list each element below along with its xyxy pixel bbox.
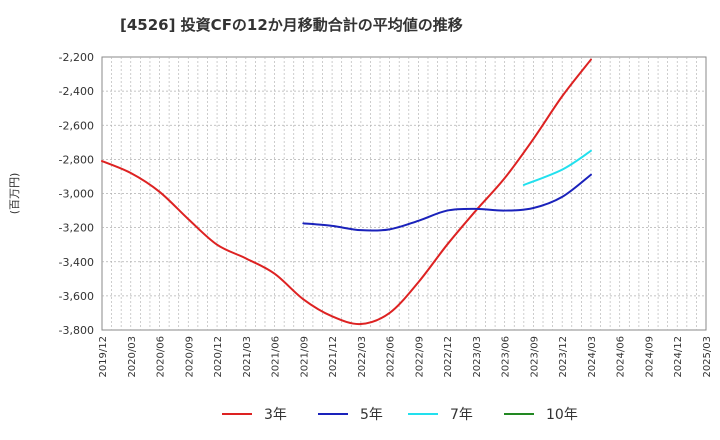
x-tick-label: 2022/09: [414, 336, 425, 378]
legend-label: 5年: [360, 407, 383, 423]
x-tick-label: 2020/09: [184, 336, 195, 378]
y-tick-label: -3,400: [59, 256, 94, 269]
x-tick-label: 2022/03: [357, 336, 368, 378]
x-tick-label: 2023/09: [529, 336, 540, 378]
y-tick-label: -2,400: [59, 85, 94, 98]
x-tick-label: 2020/03: [127, 336, 138, 378]
y-tick-label: -3,200: [59, 222, 94, 235]
x-tick-label: 2024/09: [644, 336, 655, 378]
chart-title: [4526] 投資CFの12か月移動合計の平均値の推移: [120, 16, 463, 34]
x-tick-label: 2024/03: [587, 336, 598, 378]
series-line-3: [522, 149, 592, 186]
y-axis-label: (百万円): [8, 173, 21, 215]
x-tick-label: 2021/03: [242, 336, 253, 378]
y-tick-label: -3,000: [59, 188, 94, 201]
x-tick-label: 2024/12: [673, 336, 684, 378]
y-tick-label: -3,800: [59, 324, 94, 337]
y-tick-label: -2,600: [59, 119, 94, 132]
series-line-1: [101, 58, 592, 326]
x-tick-label: 2022/06: [386, 336, 397, 378]
x-tick-label: 2025/03: [702, 336, 713, 378]
legend-label: 3年: [264, 407, 287, 423]
x-tick-label: 2022/12: [443, 336, 454, 378]
x-tick-label: 2023/06: [501, 336, 512, 378]
x-tick-label: 2024/06: [616, 336, 627, 378]
legend-label: 10年: [546, 407, 578, 423]
y-tick-label: -2,800: [59, 153, 94, 166]
series-line-2: [302, 173, 592, 232]
y-tick-label: -2,200: [59, 51, 94, 64]
x-tick-label: 2023/03: [472, 336, 483, 378]
x-tick-label: 2021/06: [271, 336, 282, 378]
y-tick-label: -3,600: [59, 290, 94, 303]
x-tick-label: 2020/06: [156, 336, 167, 378]
x-tick-label: 2019/12: [98, 336, 109, 378]
x-tick-label: 2021/09: [299, 336, 310, 378]
x-tick-label: 2023/12: [558, 336, 569, 378]
x-tick-label: 2021/12: [328, 336, 339, 378]
x-tick-label: 2020/12: [213, 336, 224, 378]
legend-label: 7年: [450, 407, 473, 423]
